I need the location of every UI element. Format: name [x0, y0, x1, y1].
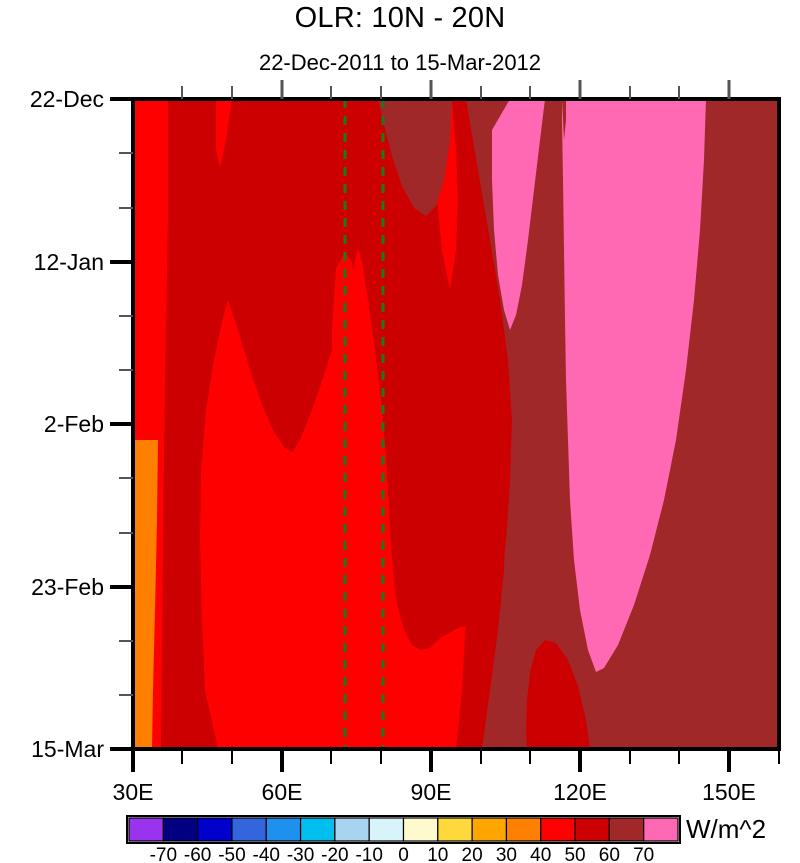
- colorbar-tick-label-13: 60: [599, 845, 620, 863]
- colorbar-swatch-4[interactable]: [265, 817, 302, 842]
- y-axis-label-3: 23-Feb: [31, 574, 104, 600]
- colorbar-swatch-11[interactable]: [505, 817, 542, 842]
- colorbar-swatch-2[interactable]: [197, 817, 233, 842]
- colorbar-tick-label-3: -40: [253, 845, 280, 863]
- colorbar-tick-label-6: -10: [355, 845, 382, 863]
- colorbar-swatch-12[interactable]: [540, 817, 576, 842]
- colorbar-tick-label-1: -60: [184, 845, 211, 863]
- reference-lines: [343, 99, 385, 749]
- colorbar-tick-label-4: -30: [287, 845, 314, 863]
- colorbar-swatch-15[interactable]: [643, 817, 679, 842]
- x-axis-ticks: [131, 749, 780, 772]
- colorbar[interactable]: [126, 815, 681, 844]
- y-axis-label-2: 2-Feb: [44, 411, 104, 437]
- colorbar-tick-label-12: 50: [564, 845, 585, 863]
- colorbar-tick-label-7: 0: [398, 845, 409, 863]
- colorbar-tick-label-10: 30: [496, 845, 517, 863]
- contour-band-40-50-spike-upper: [216, 99, 232, 168]
- colorbar-units-label: W/m^2: [686, 814, 766, 844]
- colorbar-swatch-1[interactable]: [162, 817, 199, 842]
- colorbar-swatch-8[interactable]: [402, 817, 439, 842]
- contour-band-50-60-strip-west: [161, 99, 205, 749]
- colorbar-swatch-10[interactable]: [471, 817, 508, 842]
- colorbar-swatch-7[interactable]: [368, 817, 405, 842]
- colorbar-swatch-5[interactable]: [299, 817, 336, 842]
- colorbar-swatch-14[interactable]: [608, 817, 645, 842]
- y-axis-label-1: 12-Jan: [34, 249, 104, 275]
- contour-band-60-70-upper-mid: [378, 99, 452, 216]
- contour-band-gt70-main-plume: [492, 99, 706, 672]
- contour-band-40-50-tongue-72e: [332, 252, 358, 455]
- y-axis-ticks: [110, 97, 133, 751]
- colorbar-tick-label-14: 70: [633, 845, 654, 863]
- colorbar-tick-label-5: -20: [321, 845, 348, 863]
- contour-band-gt70-notch: [562, 99, 566, 140]
- y-axis-minor-ticks: [119, 152, 133, 696]
- colorbar-tick-label-8: 10: [427, 845, 448, 863]
- x-axis-label-4: 150E: [702, 779, 756, 805]
- colorbar-swatch-13[interactable]: [574, 817, 610, 842]
- page-subtitle: 22-Dec-2011 to 15-Mar-2012: [258, 50, 542, 75]
- colorbar-tick-labels: -70 -60 -50 -40 -30 -20 -10 0 10 20 30 40 50 60 70: [150, 845, 655, 863]
- contour-band-30-40-west: [133, 440, 158, 749]
- y-axis-label-0: 22-Dec: [30, 86, 104, 112]
- x-axis-label-1: 60E: [262, 779, 303, 805]
- contour-band-50-60-reentrant-64e: [262, 288, 325, 452]
- contour-band-40-50-central: [200, 248, 495, 749]
- colorbar-swatch-3[interactable]: [231, 817, 267, 842]
- page-title: OLR: 10N - 20N: [294, 2, 506, 34]
- x-axis-label-2: 90E: [411, 779, 452, 805]
- x-axis-label-3: 120E: [553, 779, 607, 805]
- contour-band-50-60-wedge-95e: [392, 540, 470, 650]
- colorbar-swatch-9[interactable]: [437, 817, 473, 842]
- x-axis-label-0: 30E: [113, 779, 154, 805]
- colorbar-swatch-0[interactable]: [128, 817, 164, 842]
- colorbar-tick-label-9: 20: [462, 845, 483, 863]
- y-axis-label-4: 15-Mar: [31, 736, 104, 762]
- contour-field: [133, 99, 779, 749]
- colorbar-tick-label-11: 40: [530, 845, 551, 863]
- colorbar-border: [126, 815, 681, 844]
- x-axis-top-ticks: [181, 80, 731, 99]
- colorbar-tick-label-2: -50: [218, 845, 245, 863]
- contour-band-50-60-tongue-112e: [526, 640, 590, 749]
- colorbar-swatch-6[interactable]: [334, 817, 370, 842]
- colorbar-tick-label-0: -70: [150, 845, 177, 863]
- contour-band-50-60-band-100e: [456, 420, 506, 749]
